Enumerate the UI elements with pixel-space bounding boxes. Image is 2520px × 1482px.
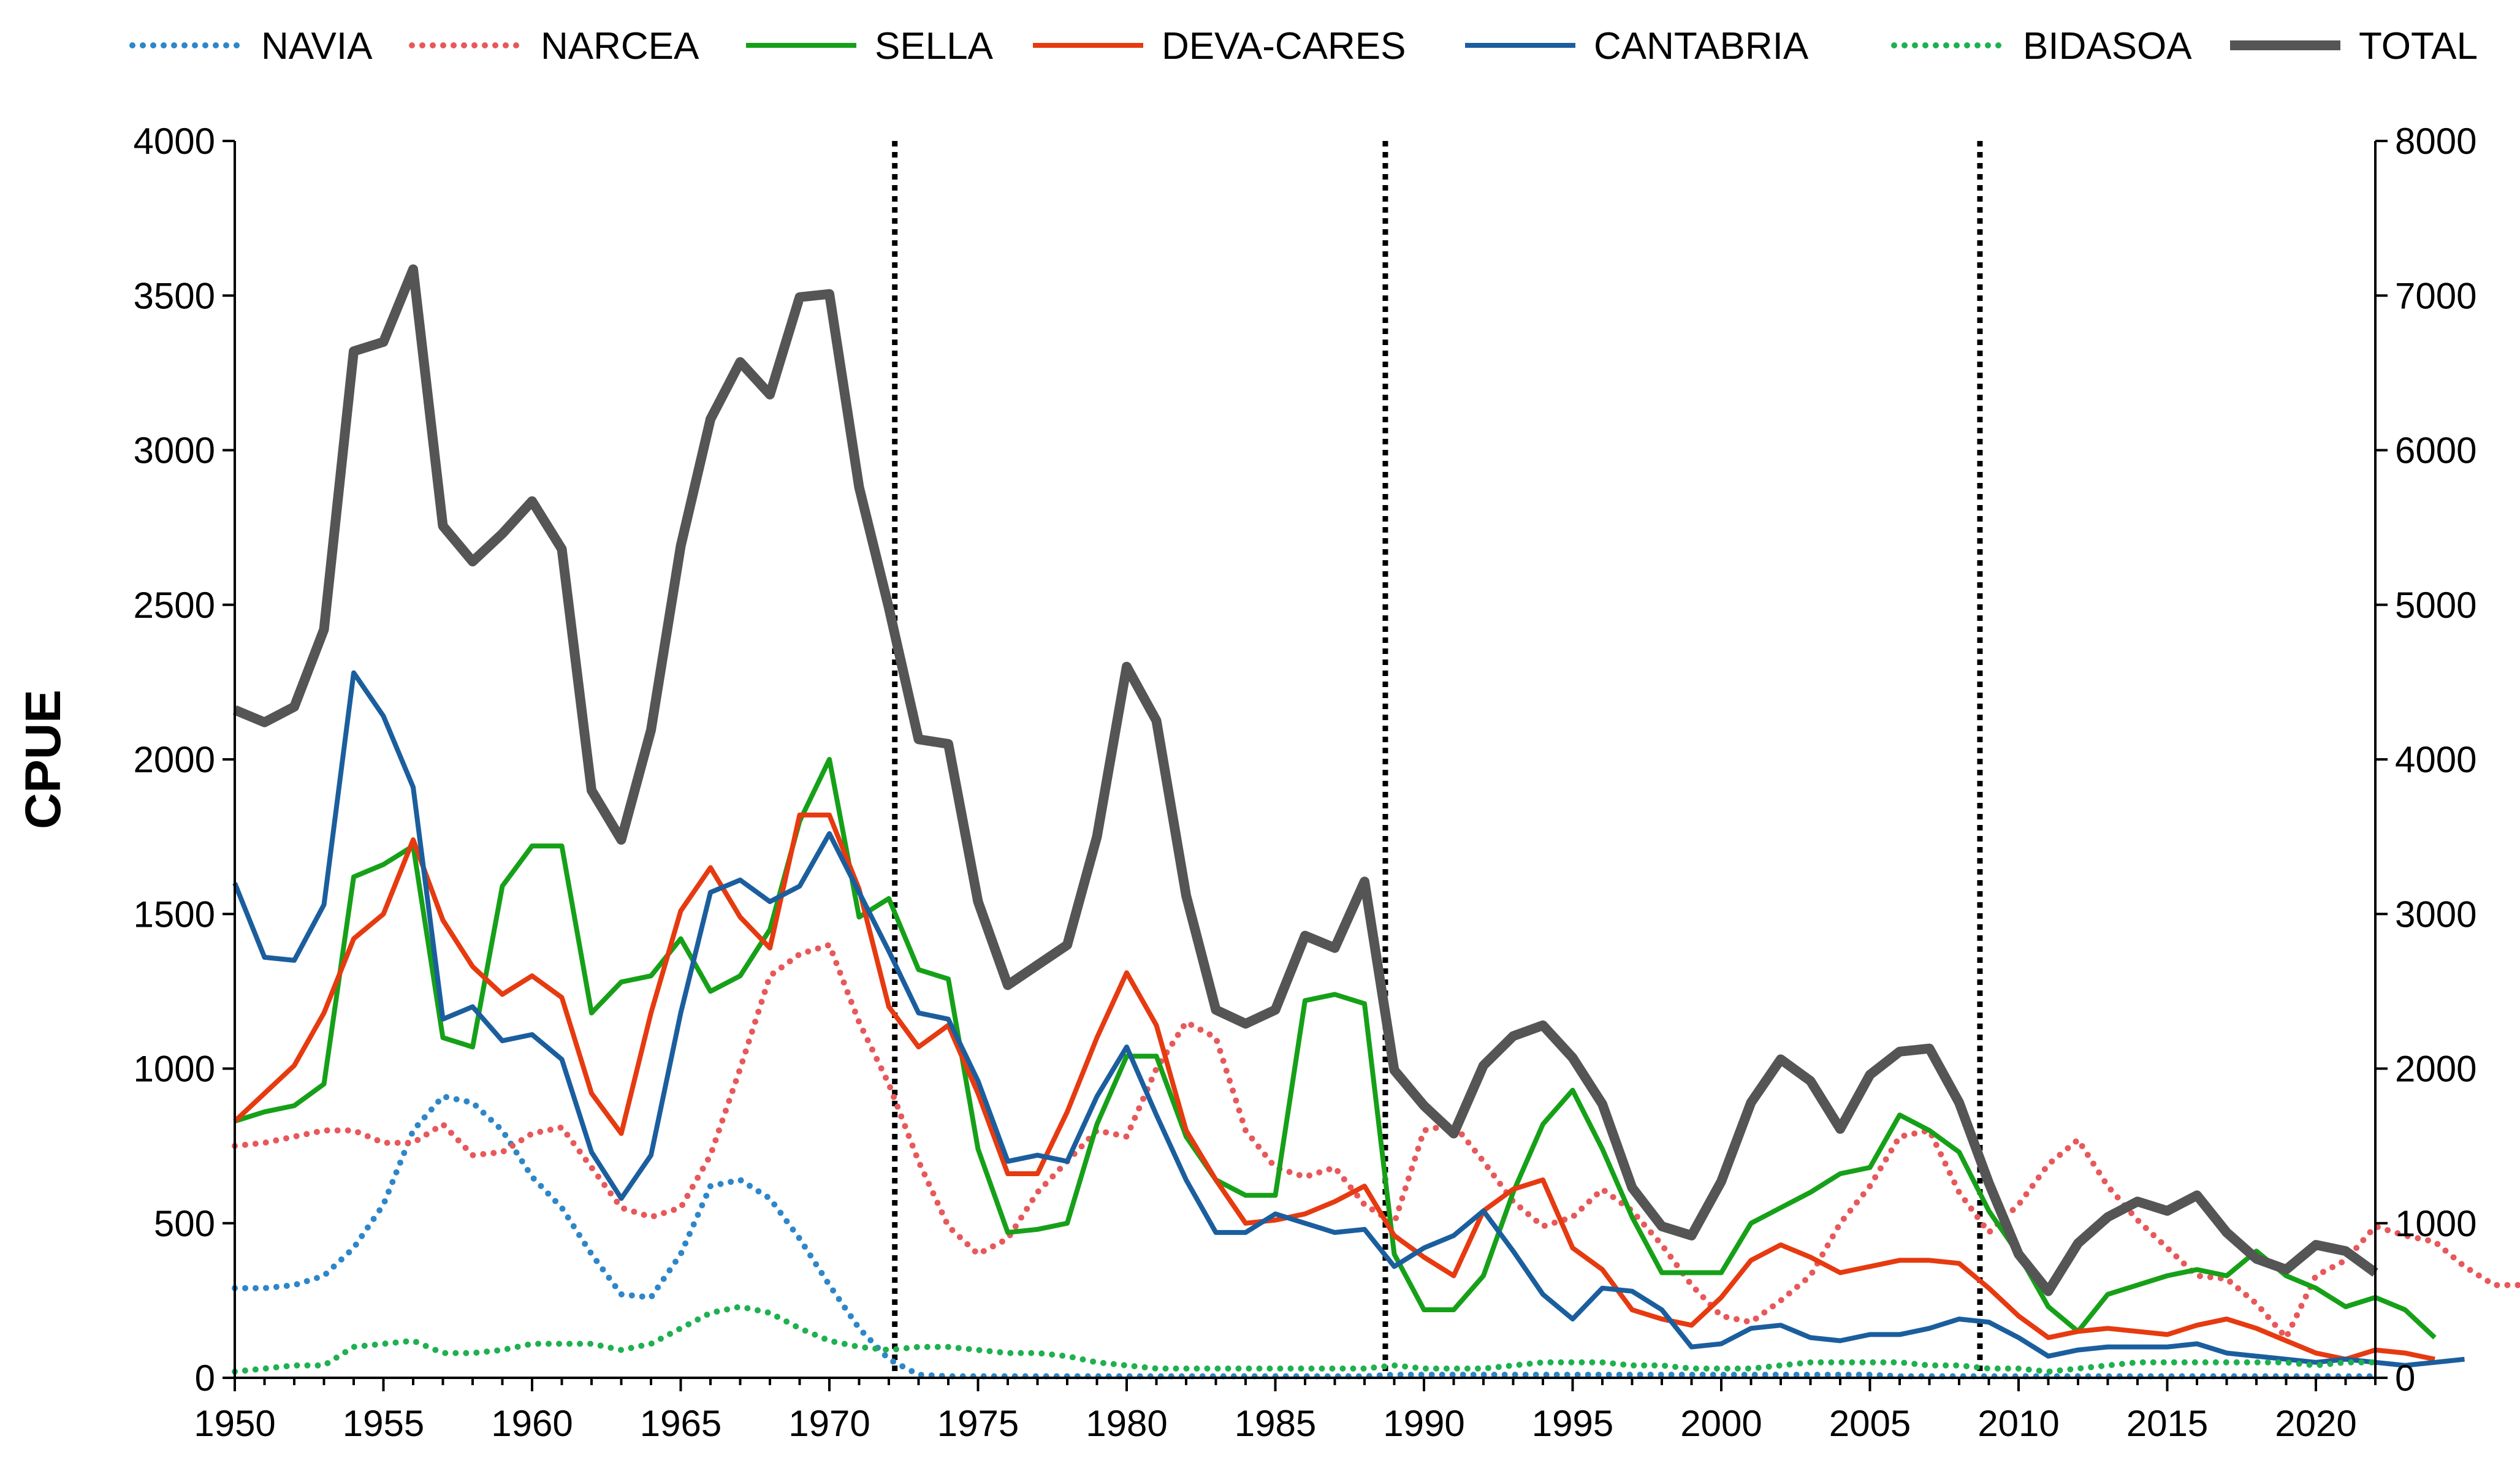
y-left-tick-label: 0 [195, 1358, 215, 1399]
x-tick-label: 1950 [194, 1403, 275, 1444]
series-line-navia [232, 1093, 2378, 1380]
legend-label-bidasoa: BIDASOA [2023, 25, 2192, 67]
y-left-tick-label: 1500 [134, 894, 215, 935]
y-left-tick-label: 3000 [134, 430, 215, 471]
legend-label-navia: NAVIA [261, 25, 373, 67]
y-right-tick-label: 8000 [2395, 121, 2476, 162]
legend-item-deva-cares: DEVA-CARES [1033, 25, 1406, 67]
legend-item-bidasoa: BIDASOA [1891, 25, 2192, 67]
x-tick-label: 1955 [343, 1403, 424, 1444]
series-layer [232, 264, 2520, 1380]
y-right-tick-label: 0 [2395, 1358, 2415, 1399]
y-right-tick-label: 1000 [2395, 1203, 2476, 1244]
series-line-total [232, 264, 2378, 1296]
series-line-sella [234, 757, 2437, 1340]
series-line-cantabria [232, 670, 2465, 1368]
x-tick-label: 1965 [640, 1403, 721, 1444]
series-line-bidasoa [232, 1304, 2378, 1375]
y-right-tick-label: 4000 [2395, 739, 2476, 780]
y-left-tick-label: 2500 [134, 585, 215, 626]
y-left-tick-label: 4000 [134, 121, 215, 162]
legend-item-narcea: NARCEA [409, 25, 699, 67]
y-left-tick-label: 2000 [134, 739, 215, 780]
legend-item-sella: SELLA [746, 25, 994, 67]
y-left-tick-label: 3500 [134, 275, 215, 316]
legend-item-total: TOTAL [2230, 25, 2478, 67]
x-tick-label: 2005 [1829, 1403, 1911, 1444]
x-tick-label: 1980 [1086, 1403, 1167, 1444]
y-right-tick-label: 5000 [2395, 585, 2476, 626]
legend-item-cantabria: CANTABRIA [1465, 25, 1809, 67]
x-tick-label: 1990 [1383, 1403, 1464, 1444]
y-right-tick-label: 7000 [2395, 275, 2476, 316]
legend-label-sella: SELLA [875, 25, 994, 67]
y-left-tick-label: 1000 [134, 1049, 215, 1090]
series-line-deva-cares [233, 812, 2435, 1362]
y-right-tick-label: 2000 [2395, 1049, 2476, 1090]
series-line-narcea [232, 941, 2520, 1341]
legend-label-total: TOTAL [2359, 25, 2478, 67]
x-tick-label: 1970 [788, 1403, 870, 1444]
y-axis-label: CPUE [15, 690, 71, 829]
x-tick-label: 1960 [491, 1403, 573, 1444]
legend-label-cantabria: CANTABRIA [1594, 25, 1809, 67]
x-tick-label: 1985 [1235, 1403, 1316, 1444]
y-right-tick-label: 6000 [2395, 430, 2476, 471]
y-right-tick-label: 3000 [2395, 894, 2476, 935]
plot-area [892, 141, 1983, 1378]
axes: 0 500 1000 1500 2000 2500 3000 3500 4000 0 1000 200… [134, 121, 2477, 1444]
x-tick-label: 1975 [937, 1403, 1019, 1444]
legend-item-navia: NAVIA [129, 25, 373, 67]
x-tick-label: 2000 [1680, 1403, 1762, 1444]
x-tick-label: 2010 [1978, 1403, 2059, 1444]
x-tick-label: 1995 [1532, 1403, 1613, 1444]
y-left-tick-label: 500 [154, 1203, 215, 1244]
legend-label-deva-cares: DEVA-CARES [1162, 25, 1406, 67]
x-tick-label: 2020 [2275, 1403, 2356, 1444]
legend: NAVIA NARCEA SELLA DEVA-CARES CANTABRIA BIDAS… [129, 25, 2478, 67]
x-tick-label: 2015 [2126, 1403, 2208, 1444]
legend-label-narcea: NARCEA [541, 25, 699, 67]
